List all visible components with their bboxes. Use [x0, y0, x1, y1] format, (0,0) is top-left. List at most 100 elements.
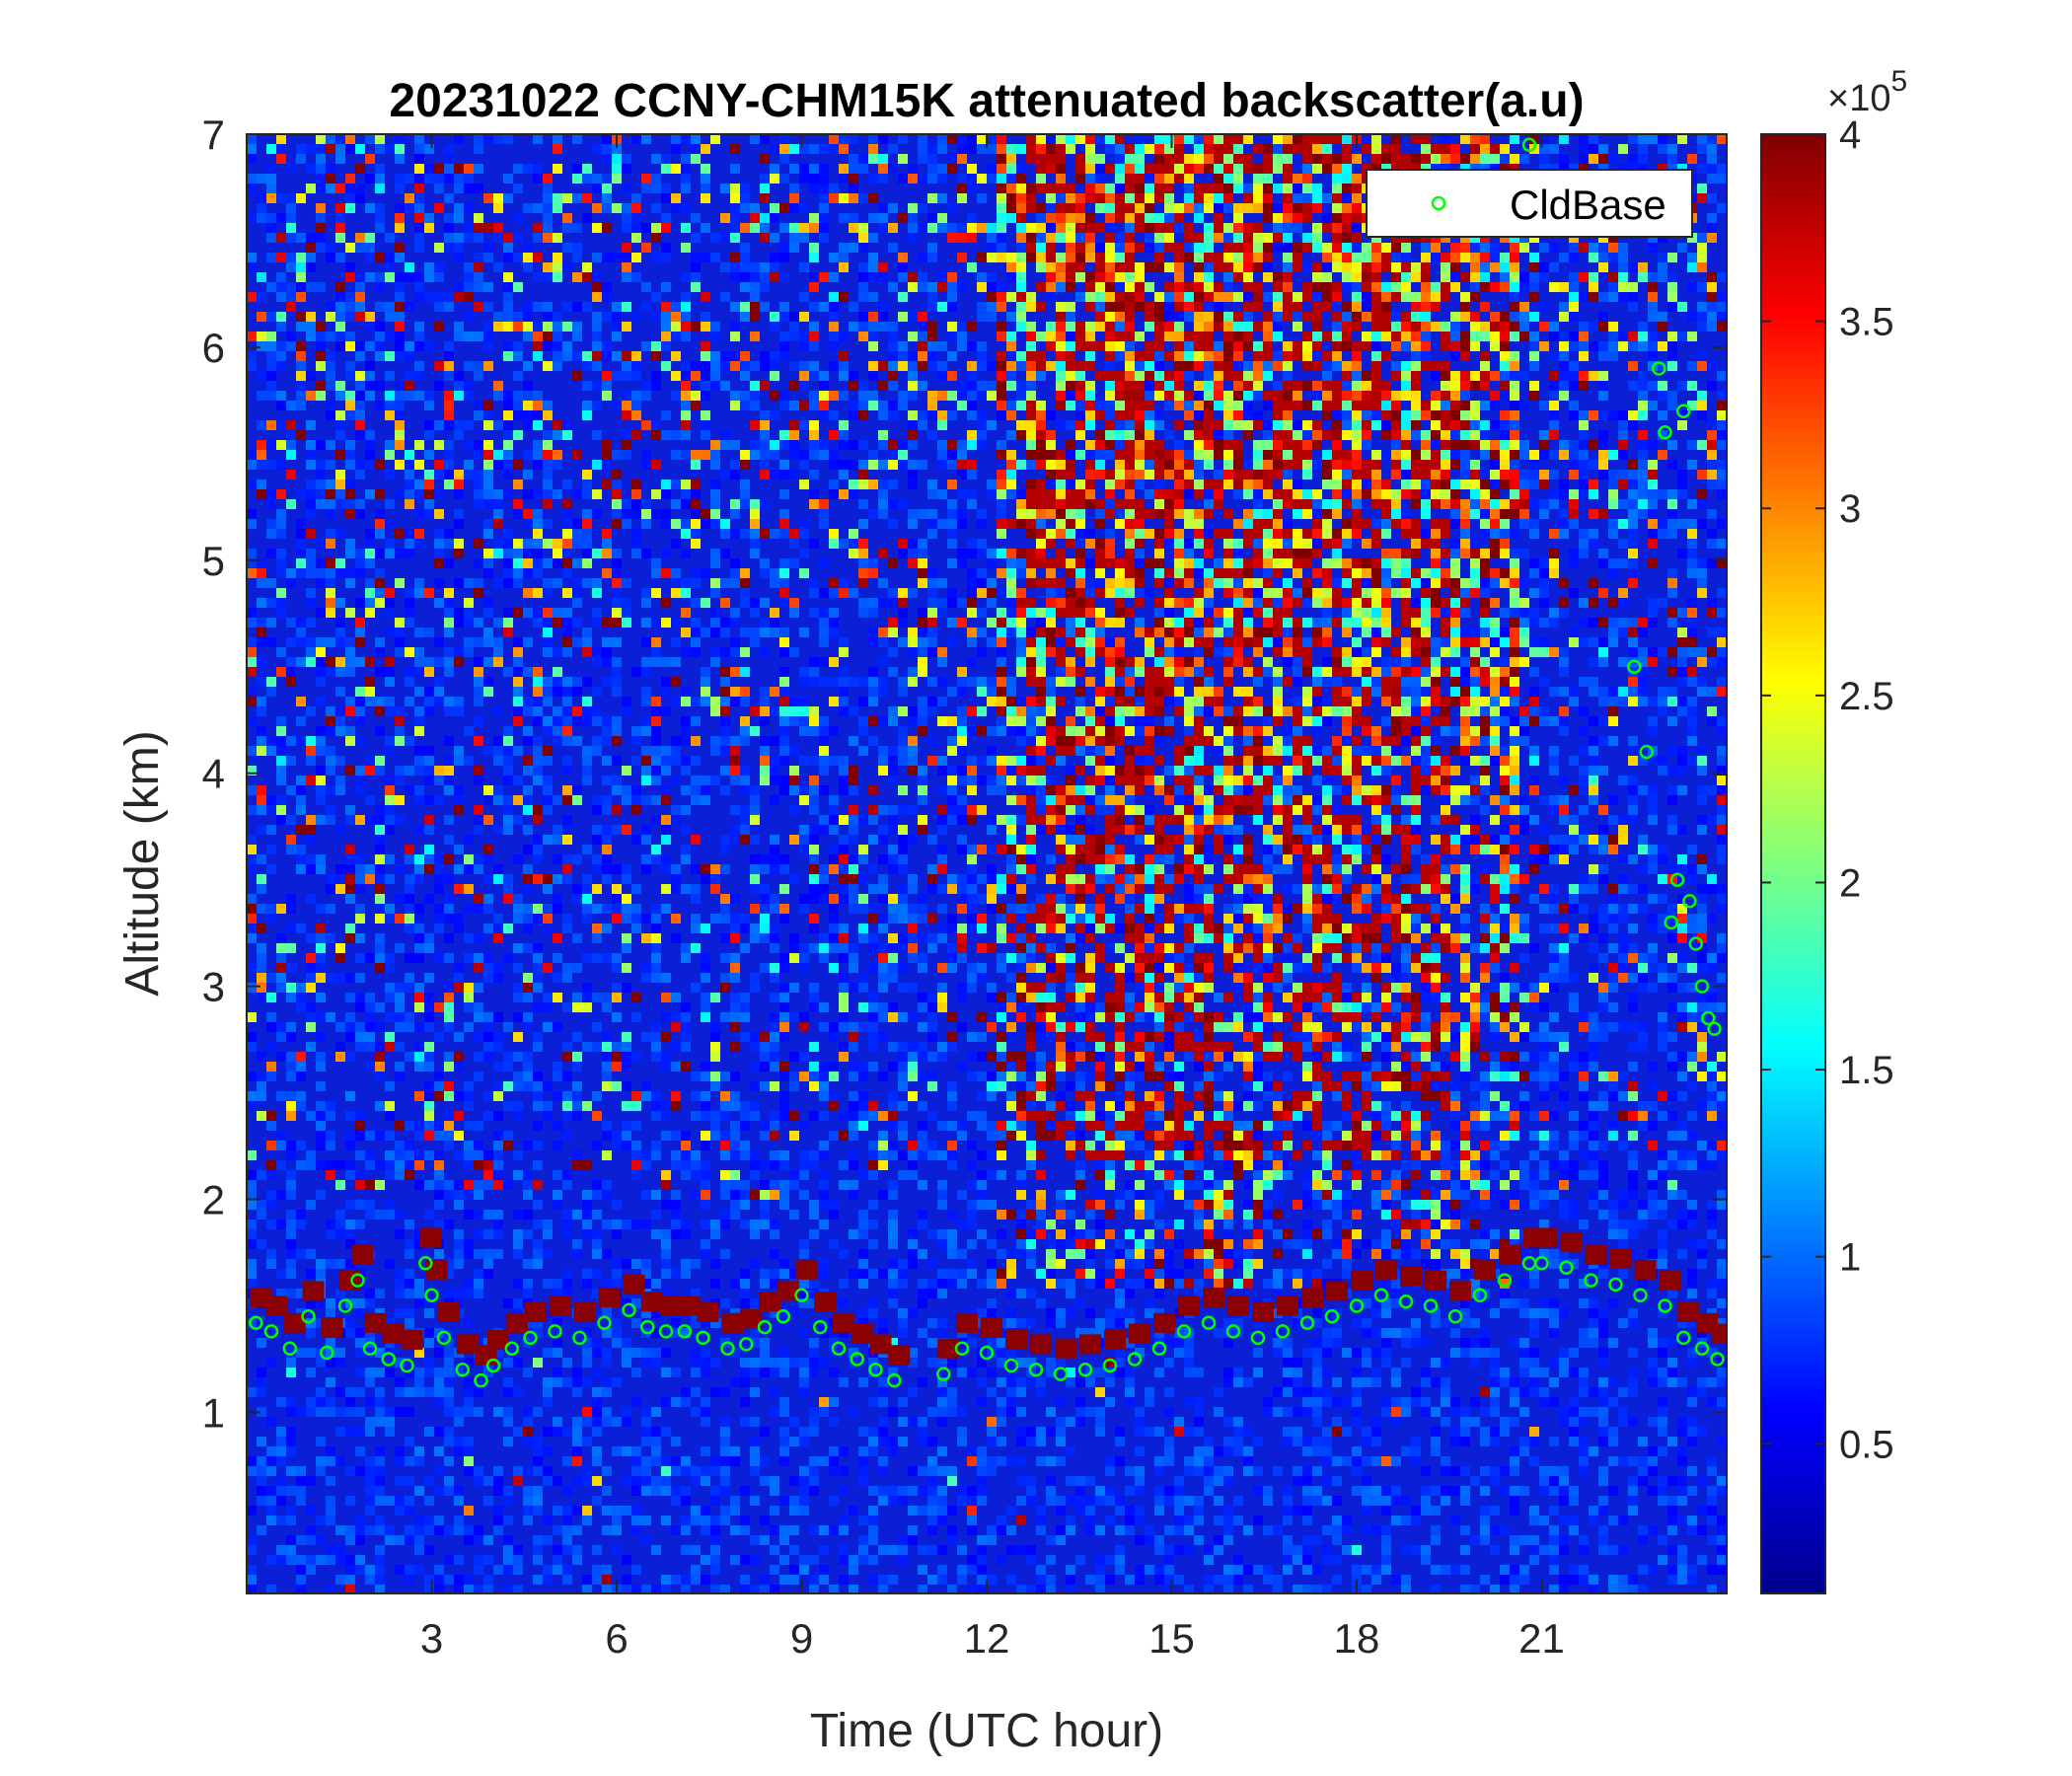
- heatmap-cell: [888, 647, 898, 657]
- heatmap-cell: [868, 233, 878, 243]
- heatmap-cell: [395, 341, 405, 351]
- heatmap-cell: [789, 785, 799, 795]
- heatmap-cell: [681, 332, 691, 341]
- heatmap-cell: [316, 795, 326, 805]
- heatmap-cell: [789, 1180, 799, 1190]
- heatmap-cell: [908, 1012, 918, 1022]
- heatmap-cell: [434, 766, 444, 776]
- heatmap-cell: [316, 213, 326, 223]
- heatmap-cell: [671, 332, 681, 341]
- heatmap-cell: [345, 243, 355, 253]
- heatmap-cell: [405, 894, 414, 904]
- heatmap-cell: [839, 1249, 849, 1259]
- heatmap-cell: [266, 637, 276, 647]
- heatmap-cell: [326, 1259, 335, 1269]
- heatmap-cell: [592, 361, 602, 371]
- heatmap-cell: [464, 1279, 474, 1289]
- heatmap-cell: [710, 618, 720, 628]
- heatmap-cell: [306, 322, 316, 332]
- heatmap-cell: [503, 953, 513, 963]
- heatmap-cell: [454, 884, 464, 894]
- heatmap-cell: [276, 1220, 286, 1229]
- heatmap-cell: [770, 963, 779, 973]
- heatmap-cell: [286, 401, 296, 410]
- heatmap-cell: [513, 539, 523, 549]
- heatmap-cell: [651, 1101, 661, 1111]
- heatmap-cell: [622, 618, 631, 628]
- heatmap-cell: [839, 1466, 849, 1476]
- heatmap-cell: [513, 943, 523, 953]
- heatmap-cell: [592, 312, 602, 322]
- heatmap-cell: [572, 1210, 582, 1220]
- heatmap-cell: [316, 766, 326, 776]
- heatmap-cell: [760, 282, 770, 292]
- heatmap-cell: [858, 391, 868, 401]
- heatmap-cell: [306, 1269, 316, 1279]
- heatmap-cell: [493, 618, 503, 628]
- heatmap-cell: [257, 618, 266, 628]
- heatmap-cell: [375, 1585, 385, 1593]
- heatmap-cell: [750, 1585, 760, 1593]
- heatmap-cell: [898, 864, 908, 874]
- heatmap-cell: [385, 785, 395, 795]
- heatmap-cell: [513, 776, 523, 785]
- heatmap-cell: [414, 1368, 424, 1377]
- heatmap-cell: [592, 1446, 602, 1456]
- heatmap-cell: [365, 243, 375, 253]
- heatmap-cell: [395, 213, 405, 223]
- heatmap-cell: [257, 884, 266, 894]
- heatmap-cell: [582, 410, 592, 420]
- heatmap-cell: [365, 1565, 375, 1575]
- heatmap-cell: [720, 1427, 730, 1437]
- heatmap-cell: [316, 1456, 326, 1466]
- heatmap-cell: [651, 637, 661, 647]
- heatmap-cell: [710, 480, 720, 489]
- heatmap-cell: [799, 203, 809, 213]
- heatmap-cell: [543, 1348, 553, 1358]
- heatmap-cell: [829, 322, 839, 332]
- heatmap-cell: [582, 558, 592, 568]
- heatmap-cell: [493, 460, 503, 470]
- heatmap-cell: [266, 223, 276, 233]
- heatmap-cell: [592, 1338, 602, 1348]
- heatmap-cell: [257, 1072, 266, 1081]
- heatmap-cell: [730, 529, 740, 539]
- heatmap-cell: [789, 716, 799, 726]
- heatmap-cell: [306, 1328, 316, 1338]
- heatmap-cell: [809, 874, 819, 884]
- heatmap-cell: [464, 608, 474, 618]
- heatmap-cell: [513, 1476, 523, 1486]
- heatmap-cell: [908, 1239, 918, 1249]
- heatmap-cell: [789, 529, 799, 539]
- heatmap-cell: [612, 470, 622, 480]
- heatmap-cell: [651, 381, 661, 391]
- heatmap-cell: [681, 1456, 691, 1466]
- heatmap-cell: [296, 253, 306, 262]
- heatmap-cell: [799, 1012, 809, 1022]
- heatmap-cell: [483, 332, 493, 341]
- heatmap-cell: [612, 726, 622, 736]
- heatmap-cell: [395, 174, 405, 184]
- heatmap-cell: [247, 1387, 257, 1397]
- heatmap-cell: [839, 993, 849, 1002]
- heatmap-cell: [454, 1239, 464, 1249]
- heatmap-cell: [326, 1308, 335, 1318]
- heatmap-cell: [661, 1289, 671, 1298]
- heatmap-cell: [799, 1377, 809, 1387]
- heatmap-cell: [365, 529, 375, 539]
- heatmap-cell: [326, 1358, 335, 1368]
- heatmap-cell: [740, 628, 750, 637]
- heatmap-cell: [464, 1160, 474, 1170]
- heatmap-cell: [503, 1298, 513, 1308]
- heatmap-cell: [276, 558, 286, 568]
- heatmap-cell: [908, 924, 918, 933]
- heatmap-cell: [543, 489, 553, 499]
- heatmap-cell: [849, 440, 858, 450]
- heatmap-cell: [809, 864, 819, 874]
- heatmap-cell: [405, 1239, 414, 1249]
- heatmap-cell: [266, 1220, 276, 1229]
- heatmap-cell: [345, 302, 355, 312]
- heatmap-cell: [720, 706, 730, 716]
- heatmap-cell: [819, 1525, 829, 1535]
- heatmap-cell: [918, 282, 927, 292]
